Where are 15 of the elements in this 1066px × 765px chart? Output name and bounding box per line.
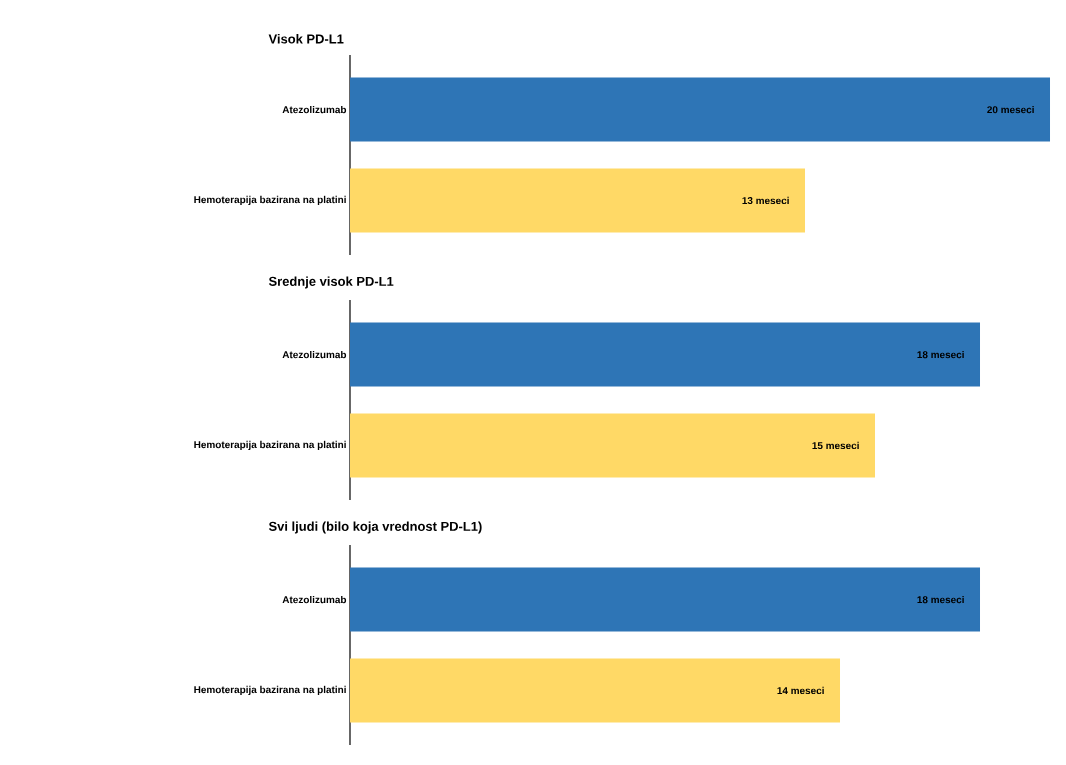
- y-tick-label: Hemoterapija bazirana na platini: [194, 440, 346, 451]
- chart-title: Srednje visok PD-L1: [268, 276, 394, 289]
- y-tick-label: Hemoterapija bazirana na platini: [194, 195, 346, 206]
- data-label: 20 meseci: [987, 105, 1034, 114]
- y-tick-label: Atezolizumab: [282, 350, 347, 359]
- y-tick-label: Hemoterapija bazirana na platini: [194, 685, 346, 696]
- data-label: 14 meseci: [777, 686, 824, 695]
- data-label: 13 meseci: [742, 196, 789, 205]
- y-tick-label: Atezolizumab: [282, 105, 347, 114]
- y-tick-label: Atezolizumab: [282, 595, 347, 604]
- chart-title: Visok PD-L1: [268, 33, 344, 44]
- data-label: 18 meseci: [917, 350, 964, 359]
- chart-title: Svi ljudi (bilo koja vrednost PD-L1): [268, 521, 482, 534]
- data-label: 18 meseci: [917, 595, 964, 604]
- data-label: 15 meseci: [812, 441, 859, 450]
